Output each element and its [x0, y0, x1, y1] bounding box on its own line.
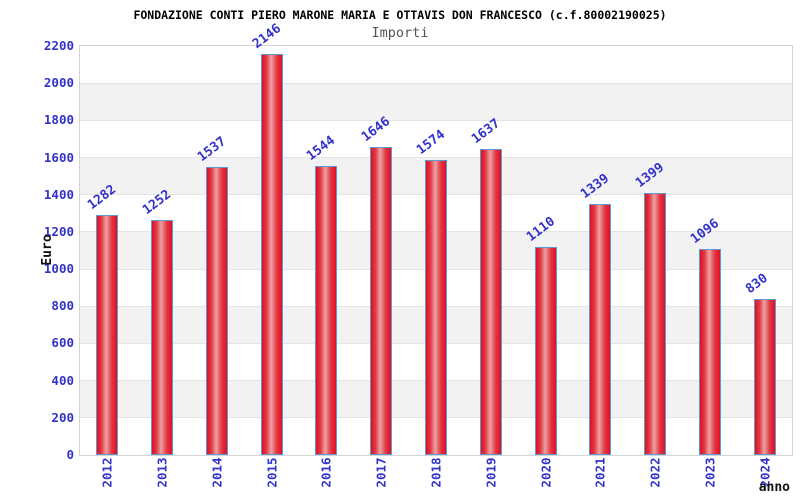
- x-tick-label: 2013: [154, 457, 170, 488]
- y-tick-label: 2200: [43, 38, 74, 53]
- y-tick-label: 2000: [43, 75, 74, 91]
- gridline: [80, 82, 792, 84]
- bar-2018: [425, 160, 447, 455]
- x-tick-label: 2022: [647, 457, 663, 488]
- bar-2017: [370, 147, 393, 455]
- bar-2015: [260, 54, 283, 455]
- y-tick-label: 200: [51, 409, 74, 425]
- y-axis-title: Euro: [40, 234, 55, 266]
- x-tick-label: 2017: [373, 457, 389, 488]
- plot-band: [80, 46, 792, 84]
- y-tick-label: 400: [51, 372, 74, 388]
- x-axis-title: anno: [758, 480, 790, 495]
- gridline: [80, 157, 792, 159]
- gridline: [80, 119, 792, 121]
- bar-2024: [753, 298, 776, 455]
- x-tick-label: 2023: [702, 457, 718, 488]
- bar-2012: [96, 214, 119, 455]
- bar-2014: [205, 167, 228, 455]
- y-tick-label: 800: [51, 298, 74, 314]
- chart-subtitle: Importi: [371, 25, 429, 41]
- x-tick-label: 2019: [483, 457, 499, 488]
- bar-2020: [534, 246, 557, 455]
- y-tick-label: 1000: [43, 261, 74, 277]
- x-tick-label: 2012: [99, 457, 115, 488]
- bar-2013: [151, 220, 174, 455]
- y-tick-label: 1200: [43, 223, 74, 239]
- x-tick-label: 2015: [264, 457, 280, 488]
- plot-band: [80, 120, 792, 158]
- plot-area: 1282 1252 1537 2146 1544 1646 1574 1637 1110 1339…: [79, 21, 793, 456]
- chart-title: FONDAZIONE CONTI PIERO MARONE MARIA E OT…: [133, 8, 667, 22]
- bar-2019: [479, 148, 502, 455]
- x-tick-label: 2018: [428, 457, 444, 488]
- y-tick-label: 600: [51, 335, 74, 351]
- x-tick-label: 2014: [209, 457, 225, 488]
- x-tick-label: 2016: [318, 457, 334, 488]
- y-tick-label: 0: [66, 447, 74, 462]
- bar-2021: [589, 204, 612, 455]
- x-tick-label: 2021: [592, 457, 608, 488]
- y-tick-label: 1600: [43, 149, 74, 165]
- y-tick-label: 1800: [43, 112, 74, 128]
- x-tick-label: 2020: [538, 457, 554, 488]
- bar-2022: [644, 192, 667, 455]
- plot-band: [80, 83, 792, 121]
- bar-2023: [698, 249, 721, 455]
- bar-2016: [315, 165, 338, 455]
- y-tick-label: 1400: [43, 186, 74, 202]
